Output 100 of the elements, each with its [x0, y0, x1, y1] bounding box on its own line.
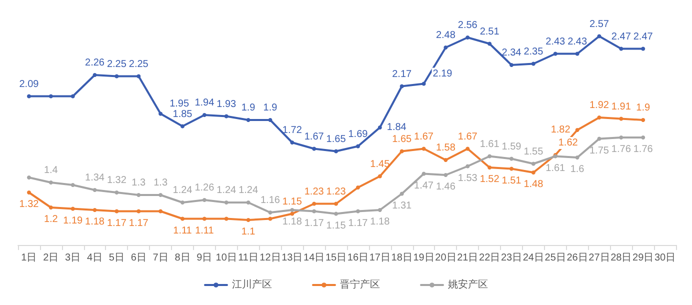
point [444, 158, 448, 162]
point [70, 94, 75, 98]
data-label: 1.75 [590, 145, 610, 156]
data-label: 1.85 [172, 108, 193, 120]
point [202, 198, 206, 202]
point [334, 212, 338, 216]
data-label: 1.9 [636, 102, 650, 114]
data-label: 2.35 [524, 46, 544, 58]
data-label: 1.51 [502, 175, 522, 186]
point [597, 136, 602, 141]
x-tick-label: 19日 [413, 252, 434, 264]
point [510, 166, 514, 171]
point [400, 149, 404, 154]
point [400, 84, 404, 88]
data-label: 1.19 [63, 215, 83, 226]
data-label: 2.25 [106, 58, 127, 70]
point [312, 146, 316, 151]
x-tick-label: 5日 [108, 252, 124, 264]
point [641, 136, 646, 140]
data-label: 1.76 [633, 144, 654, 155]
x-tick-label: 10日 [216, 252, 237, 264]
data-label: 1.82 [550, 124, 571, 136]
x-tick-label: 21日 [457, 252, 478, 264]
x-tick-label: 23日 [500, 252, 522, 264]
data-label: 1.58 [436, 142, 456, 154]
point [70, 206, 75, 211]
data-label: 1.1 [241, 226, 256, 238]
point [553, 52, 558, 56]
point [180, 216, 184, 221]
data-label: 1.92 [590, 100, 610, 111]
point [356, 209, 360, 214]
data-label: 1.9 [241, 102, 256, 114]
data-label: 2.47 [633, 31, 654, 42]
point [158, 209, 163, 214]
x-tick-label: 1日 [21, 252, 37, 264]
data-label: 1.95 [170, 98, 190, 110]
point [136, 74, 141, 78]
x-tick-label: 25日 [544, 252, 566, 264]
data-label: 1.34 [85, 172, 105, 184]
point [26, 176, 31, 180]
data-label: 1.65 [392, 134, 412, 145]
point [575, 156, 580, 160]
point [444, 173, 448, 177]
point [246, 200, 250, 204]
data-label: 1.17 [128, 218, 149, 229]
point [312, 202, 316, 206]
point [48, 206, 53, 210]
point [114, 190, 119, 194]
point [510, 63, 514, 67]
data-label: 1.4 [44, 165, 58, 176]
x-tick-label: 28日 [610, 252, 632, 264]
data-label: 2.56 [458, 20, 478, 31]
data-label: 1.32 [106, 175, 127, 186]
data-label: 1.47 [414, 180, 434, 192]
data-label: 1.65 [326, 134, 346, 145]
point [202, 113, 206, 117]
x-tick-label: 18日 [391, 252, 412, 264]
data-label: 1.69 [348, 128, 368, 140]
x-tick-label: 11日 [238, 252, 258, 264]
data-label: 1.6 [570, 164, 585, 175]
point [444, 46, 448, 50]
data-label: 1.17 [106, 218, 127, 229]
x-tick-label: 14日 [304, 252, 325, 264]
data-label: 1.67 [304, 131, 324, 142]
point [422, 172, 426, 176]
data-label: 1.32 [19, 199, 40, 210]
data-label: 1.93 [216, 98, 237, 110]
point [246, 118, 250, 122]
point [531, 62, 536, 66]
point [224, 114, 228, 118]
point [48, 94, 53, 98]
data-label: 1.15 [282, 196, 302, 208]
data-label: 1.26 [194, 182, 215, 194]
data-label: 1.24 [216, 185, 237, 196]
data-label: 2.09 [19, 78, 40, 90]
point [531, 170, 536, 174]
point [641, 46, 646, 51]
data-label: 1.24 [238, 185, 258, 196]
point [619, 116, 624, 121]
point [334, 149, 338, 154]
point [180, 124, 184, 128]
data-label: 2.25 [128, 58, 149, 70]
data-label: 1.17 [348, 218, 368, 229]
point [224, 200, 228, 204]
data-label: 1.18 [85, 216, 105, 228]
point [597, 116, 602, 120]
data-label: 1.61 [546, 162, 566, 174]
x-tick-label: 29日 [632, 252, 654, 264]
data-label: 1.84 [386, 122, 407, 133]
point [466, 164, 470, 168]
data-label: 2.17 [392, 68, 412, 80]
point [268, 216, 272, 221]
point [246, 218, 250, 222]
x-tick-label: 24日 [522, 252, 544, 264]
data-label: 2.48 [436, 30, 456, 41]
point [136, 209, 141, 214]
point [180, 200, 184, 204]
data-label: 1.55 [524, 146, 544, 158]
x-tick-label: 9日 [196, 252, 212, 264]
point [26, 94, 31, 98]
